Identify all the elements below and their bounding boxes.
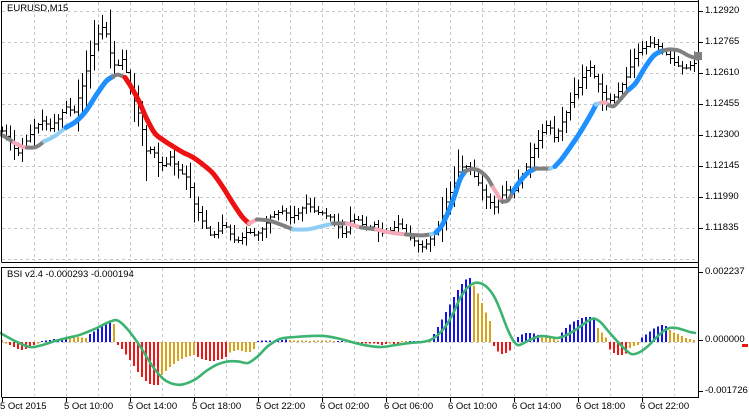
price-axis-label: 1.12455 — [705, 98, 740, 109]
current-price-marker — [694, 52, 702, 60]
histogram-current-value-marker — [742, 344, 748, 347]
price-axis-label: 1.12145 — [705, 160, 740, 171]
indicator-name-value-label: BSI v2.4 -0.000293 -0.000194 — [7, 269, 134, 280]
symbol-period-label: EURUSD,M15 — [7, 3, 69, 14]
indicator-axis-label: 0.002237 — [705, 266, 745, 277]
price-axis-label: 1.12765 — [705, 36, 740, 47]
time-axis-label: 5 Oct 18:00 — [192, 401, 242, 412]
price-axis-label: 1.11990 — [705, 191, 739, 202]
time-axis-label: 6 Oct 18:00 — [576, 401, 626, 412]
time-axis-label: 5 Oct 14:00 — [128, 401, 178, 412]
time-axis-label: 5 Oct 22:00 — [256, 401, 306, 412]
time-axis-label: 6 Oct 14:00 — [512, 401, 562, 412]
indicator-axis-label: -0.001726 — [705, 385, 748, 396]
panel-splitter[interactable] — [0, 262, 698, 267]
time-axis-label: 6 Oct 22:00 — [640, 401, 690, 412]
time-axis-label: 5 Oct 10:00 — [64, 401, 114, 412]
time-axis-label: 6 Oct 10:00 — [448, 401, 498, 412]
indicator-axis-label: 0.000000 — [705, 334, 745, 345]
time-axis-label: 6 Oct 02:00 — [320, 401, 370, 412]
price-axis-label: 1.12300 — [705, 129, 740, 140]
price-axis-label: 1.12610 — [705, 67, 740, 78]
price-axis-label: 1.12920 — [705, 5, 740, 16]
price-axis-label: 1.11835 — [705, 222, 739, 233]
time-axis-label: 6 Oct 06:00 — [384, 401, 434, 412]
time-axis-label: 5 Oct 2015 — [0, 401, 47, 412]
